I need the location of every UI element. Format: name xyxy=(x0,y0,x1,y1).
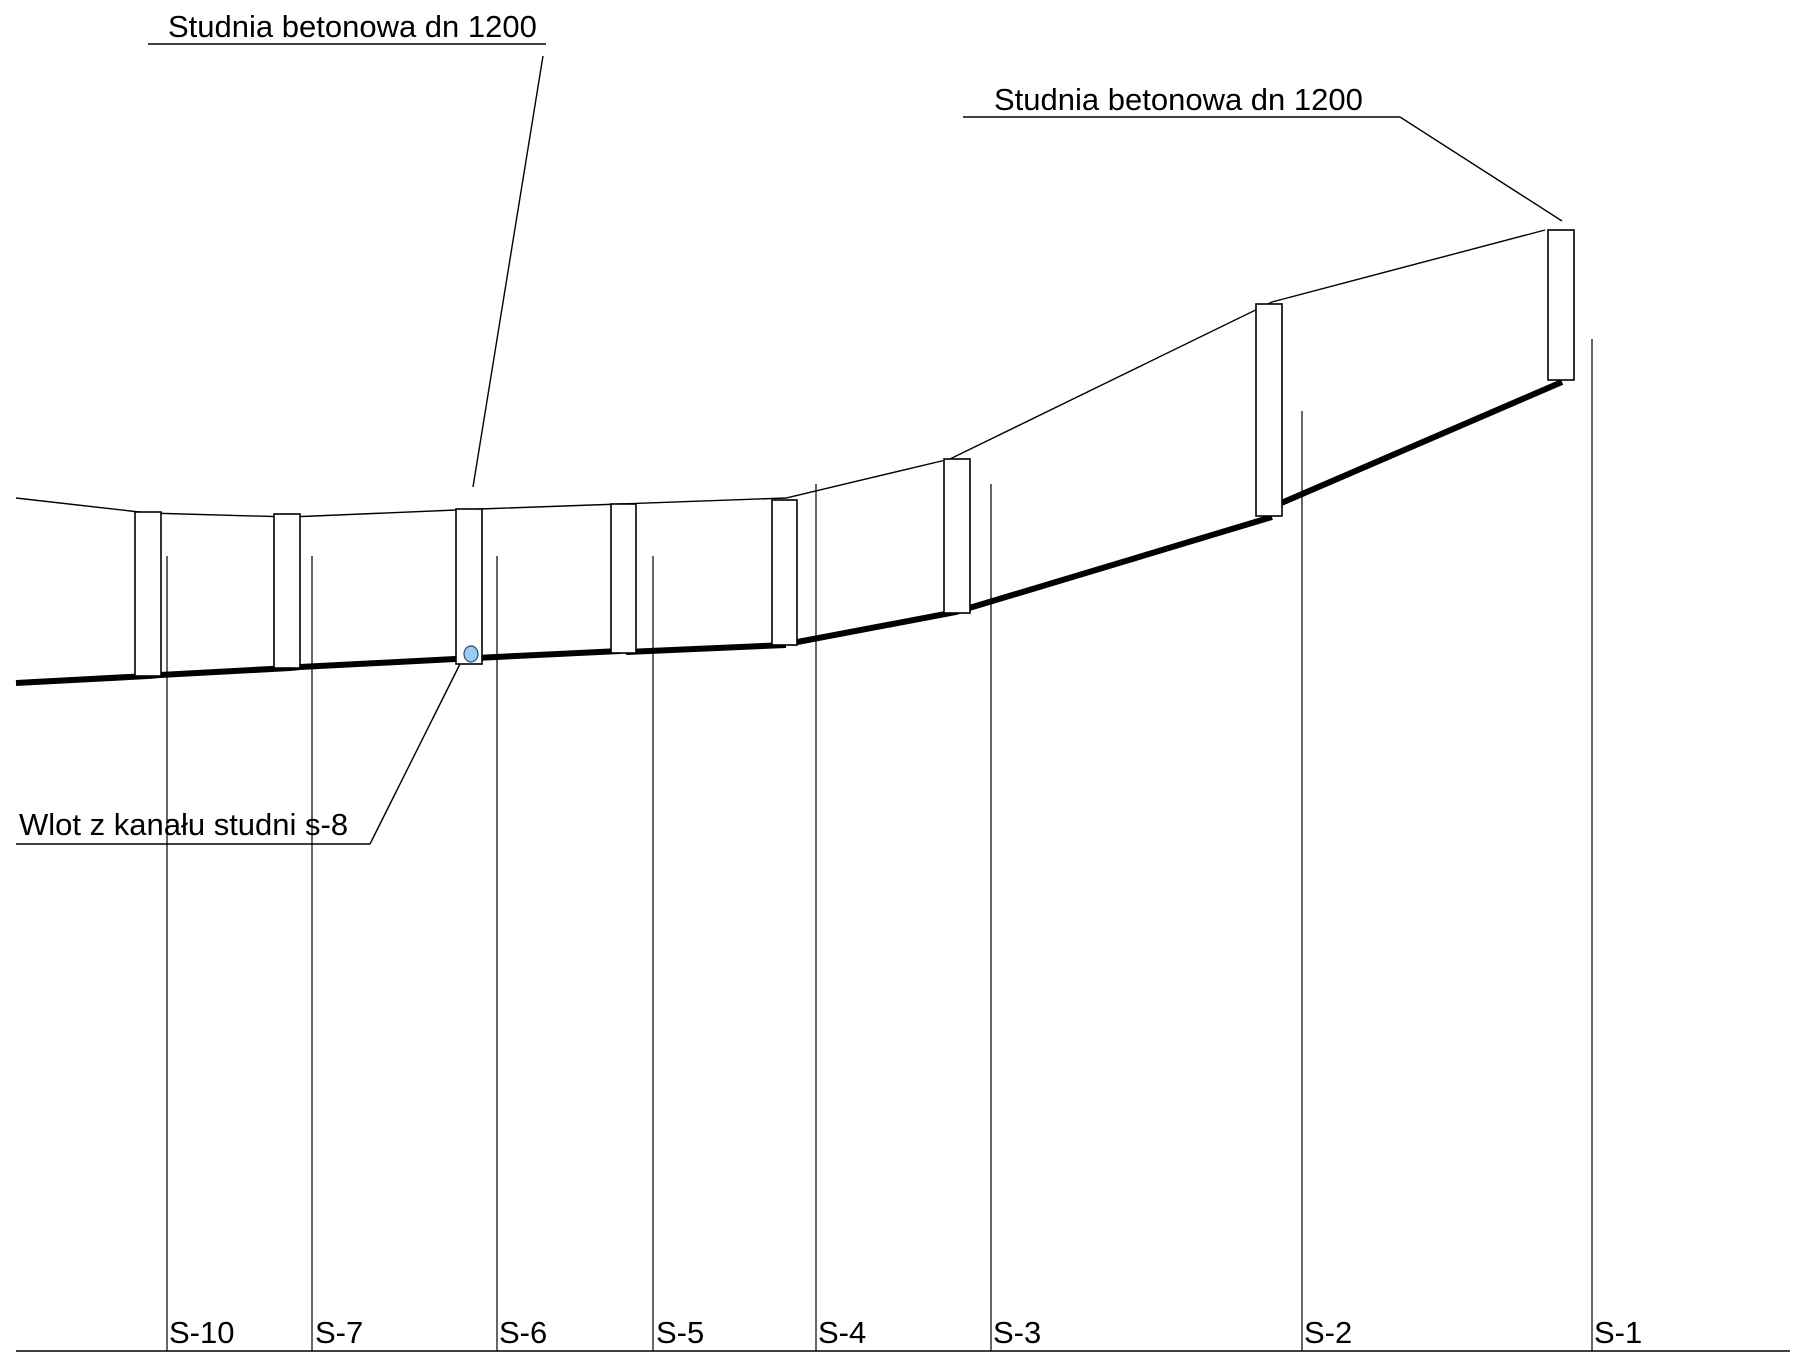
inlet-marker xyxy=(463,645,479,663)
callout-well-left-text: Studnia betonowa dn 1200 xyxy=(168,9,537,44)
callout-well-right: Studnia betonowa dn 1200 xyxy=(963,82,1563,222)
station-label-s4: S-4 xyxy=(818,1315,866,1350)
well-s3 xyxy=(943,458,971,614)
station-labels: S-10 S-7 S-6 S-5 S-4 S-3 S-2 S-1 xyxy=(169,1315,1642,1350)
callout-inlet: Wlot z kanału studni s-8 xyxy=(16,663,461,845)
well-s2 xyxy=(1255,303,1283,517)
station-lines xyxy=(166,339,1593,1351)
well-s1 xyxy=(1547,229,1575,381)
station-label-s1: S-1 xyxy=(1594,1315,1642,1350)
ground-surface-line xyxy=(15,229,1546,518)
callout-well-left: Studnia betonowa dn 1200 xyxy=(148,9,546,488)
station-label-s10: S-10 xyxy=(169,1315,234,1350)
well-s7 xyxy=(273,513,301,669)
callout-well-right-text: Studnia betonowa dn 1200 xyxy=(994,82,1363,117)
station-label-s5: S-5 xyxy=(656,1315,704,1350)
station-label-s6: S-6 xyxy=(499,1315,547,1350)
well-s5 xyxy=(610,503,637,654)
well-s4 xyxy=(771,499,798,646)
well-s6 xyxy=(455,508,483,665)
well-s10 xyxy=(134,511,162,677)
station-label-s2: S-2 xyxy=(1304,1315,1352,1350)
station-label-s7: S-7 xyxy=(315,1315,363,1350)
wells xyxy=(134,229,1575,677)
station-label-s3: S-3 xyxy=(993,1315,1041,1350)
callout-inlet-text: Wlot z kanału studni s-8 xyxy=(19,807,348,842)
